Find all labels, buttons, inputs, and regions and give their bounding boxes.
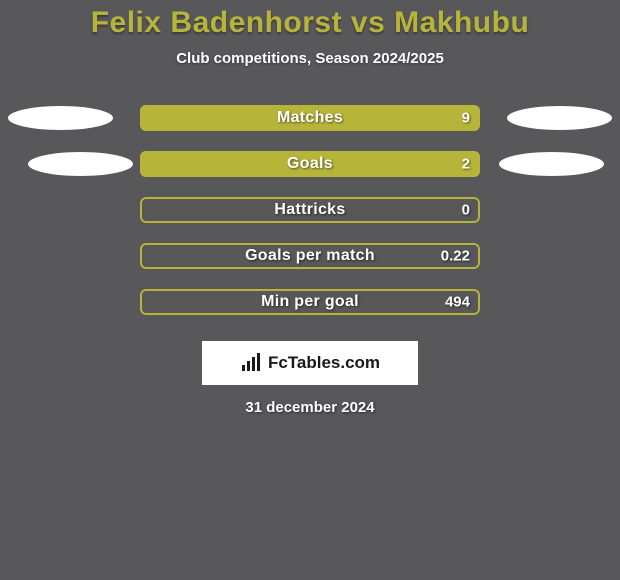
left-ellipse [28,152,133,176]
stat-label: Goals [140,155,480,173]
stat-row: Goals2 [0,141,620,187]
stat-bar: Goals per match0.22 [140,243,480,269]
bar-chart-icon [240,353,262,373]
stat-value: 0 [462,202,470,219]
stat-rows: Matches9Goals2Hattricks0Goals per match0… [0,95,620,325]
chart-date: 31 december 2024 [0,399,620,416]
stat-label: Hattricks [140,201,480,219]
stat-value: 0.22 [441,248,470,265]
stat-value: 494 [445,294,470,311]
chart-subtitle: Club competitions, Season 2024/2025 [0,50,620,67]
comparison-chart: Felix Badenhorst vs Makhubu Club competi… [0,0,620,580]
stat-label: Matches [140,109,480,127]
stat-label: Goals per match [140,247,480,265]
chart-title: Felix Badenhorst vs Makhubu [0,0,620,40]
stat-row: Min per goal494 [0,279,620,325]
stat-row: Goals per match0.22 [0,233,620,279]
left-ellipse [8,106,113,130]
stat-bar: Hattricks0 [140,197,480,223]
right-ellipse [507,106,612,130]
stat-value: 9 [462,110,470,127]
stat-bar: Min per goal494 [140,289,480,315]
stat-value: 2 [462,156,470,173]
brand-box: FcTables.com [202,341,418,385]
stat-row: Matches9 [0,95,620,141]
stat-bar: Goals2 [140,151,480,177]
stat-label: Min per goal [140,293,480,311]
right-ellipse [499,152,604,176]
brand-text: FcTables.com [268,353,380,373]
stat-bar: Matches9 [140,105,480,131]
stat-row: Hattricks0 [0,187,620,233]
